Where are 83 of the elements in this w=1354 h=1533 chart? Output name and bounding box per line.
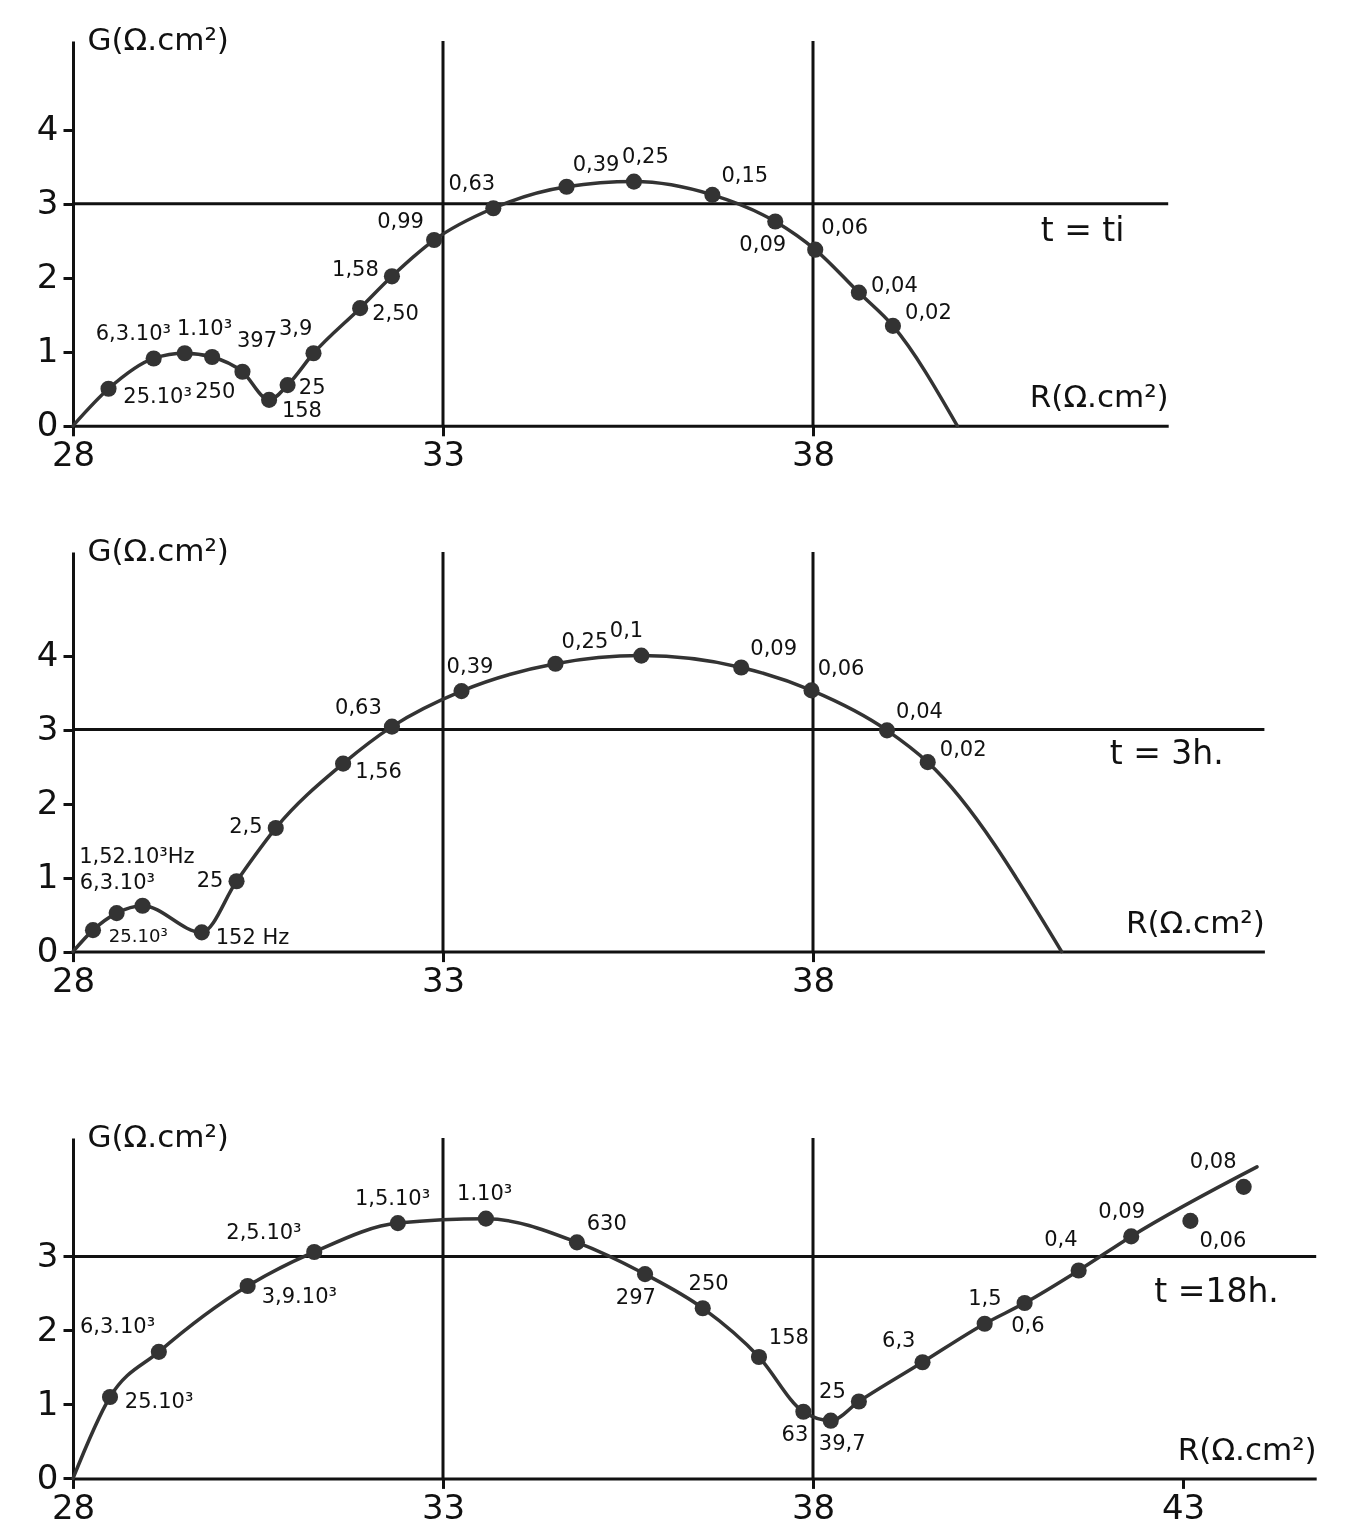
y-tick-label: 2 [36,256,59,297]
annotation: 0,4 [1044,1226,1078,1251]
annotation: 0,06 [1199,1228,1247,1253]
annotation: 25.10³ [108,925,168,947]
x-axis-title: R(Ω.cm²) [1177,1430,1317,1467]
annotation: 630 [586,1210,627,1235]
y-tick-label: 1 [36,330,59,371]
annotation: 63 [781,1422,809,1447]
annotation: 0,25 [622,144,669,169]
annotation: 2,5.10³ [226,1220,302,1245]
x-tick-label: 38 [791,434,836,475]
y-axis-title: G(Ω.cm²) [87,531,229,568]
annotation: 0,06 [817,655,865,680]
annotation: 25.10³ [124,1389,194,1414]
x-axis-title: R(Ω.cm²) [1125,904,1265,941]
annotation: 0,02 [905,300,952,325]
x-tick-label: 28 [51,434,96,475]
y-axis-title: G(Ω.cm²) [87,20,229,57]
x-axis-title: R(Ω.cm²) [1029,378,1169,415]
annotation: 3,9.10³ [261,1284,337,1309]
annotation: 25 [298,374,326,399]
x-tick-label: 33 [421,434,466,475]
annotation: 6,3 [882,1327,916,1352]
annotation: 0,08 [1189,1149,1237,1174]
annotation: 25 [819,1378,846,1403]
annotation: 152 Hz [215,924,290,949]
annotation: 0,1 [609,618,644,643]
y-tick-label: 4 [36,634,59,675]
annotation: 6,3.10³ [79,1314,156,1339]
annotation: 0,09 [1098,1198,1146,1223]
x-tick-label: 33 [421,1486,466,1527]
annotation: 158 [768,1325,809,1350]
x-tick-label: 33 [421,960,466,1001]
annotation: 1,5.10³ [354,1185,431,1210]
annotation: 1,58 [332,256,379,281]
y-tick-label: 3 [36,1234,59,1275]
y-tick-label: 4 [36,108,59,149]
annotation: 297 [615,1284,656,1309]
annotation: 0,02 [939,736,987,761]
annotation: 0,25 [561,629,609,654]
x-tick-label: 28 [51,960,96,1001]
y-tick-label: 3 [36,708,59,749]
annotation: 0,09 [739,232,787,257]
annotation: 0,15 [721,163,769,188]
y-tick-label: 2 [36,782,59,823]
annotation: 250 [195,379,236,404]
annotation: 0,39 [572,152,620,177]
annotation: 25.10³ [123,384,192,409]
annotation: 0,04 [896,698,943,723]
y-tick-label: 2 [36,1308,59,1349]
annotation: 0,63 [448,170,496,195]
annotation: 0,09 [750,635,798,660]
annotation: 0,04 [870,273,918,298]
annotation: 1,52.10³Hz [79,844,195,869]
y-tick-label: 3 [36,182,59,223]
annotation: 0,6 [1011,1313,1045,1338]
y-tick-label: 1 [36,856,59,897]
x-tick-label: 38 [791,960,836,1001]
annotation: 1,56 [355,759,402,784]
annotation: 0,99 [377,208,424,233]
annotation: 0,63 [335,695,382,720]
x-tick-label: 43 [1161,1486,1206,1527]
annotation: 397 [236,328,278,353]
annotation: 158 [281,398,322,423]
annotation: 1.10³ [457,1181,513,1206]
annotation: 1,5 [968,1286,1002,1311]
annotation: 39,7 [818,1431,866,1456]
annotation: 2,50 [372,300,419,325]
annotation: 0,39 [446,653,494,678]
annotation: t = ti [1040,209,1125,249]
annotation: 25 [196,867,224,892]
annotation: 6,3.10³ [95,320,171,345]
x-tick-label: 38 [791,1486,836,1527]
annotation: 1.10³ [176,315,233,340]
annotation: 6,3.10³ [79,869,155,894]
annotation: 2,5 [229,814,263,839]
annotation: 250 [688,1270,729,1295]
annotation: 3,9 [279,315,313,340]
annotation: t =18h. [1154,1270,1279,1310]
y-tick-label: 1 [36,1382,59,1423]
y-axis-title: G(Ω.cm²) [87,1117,229,1154]
annotation: t = 3h. [1109,732,1224,772]
annotation: 0,06 [821,215,869,240]
